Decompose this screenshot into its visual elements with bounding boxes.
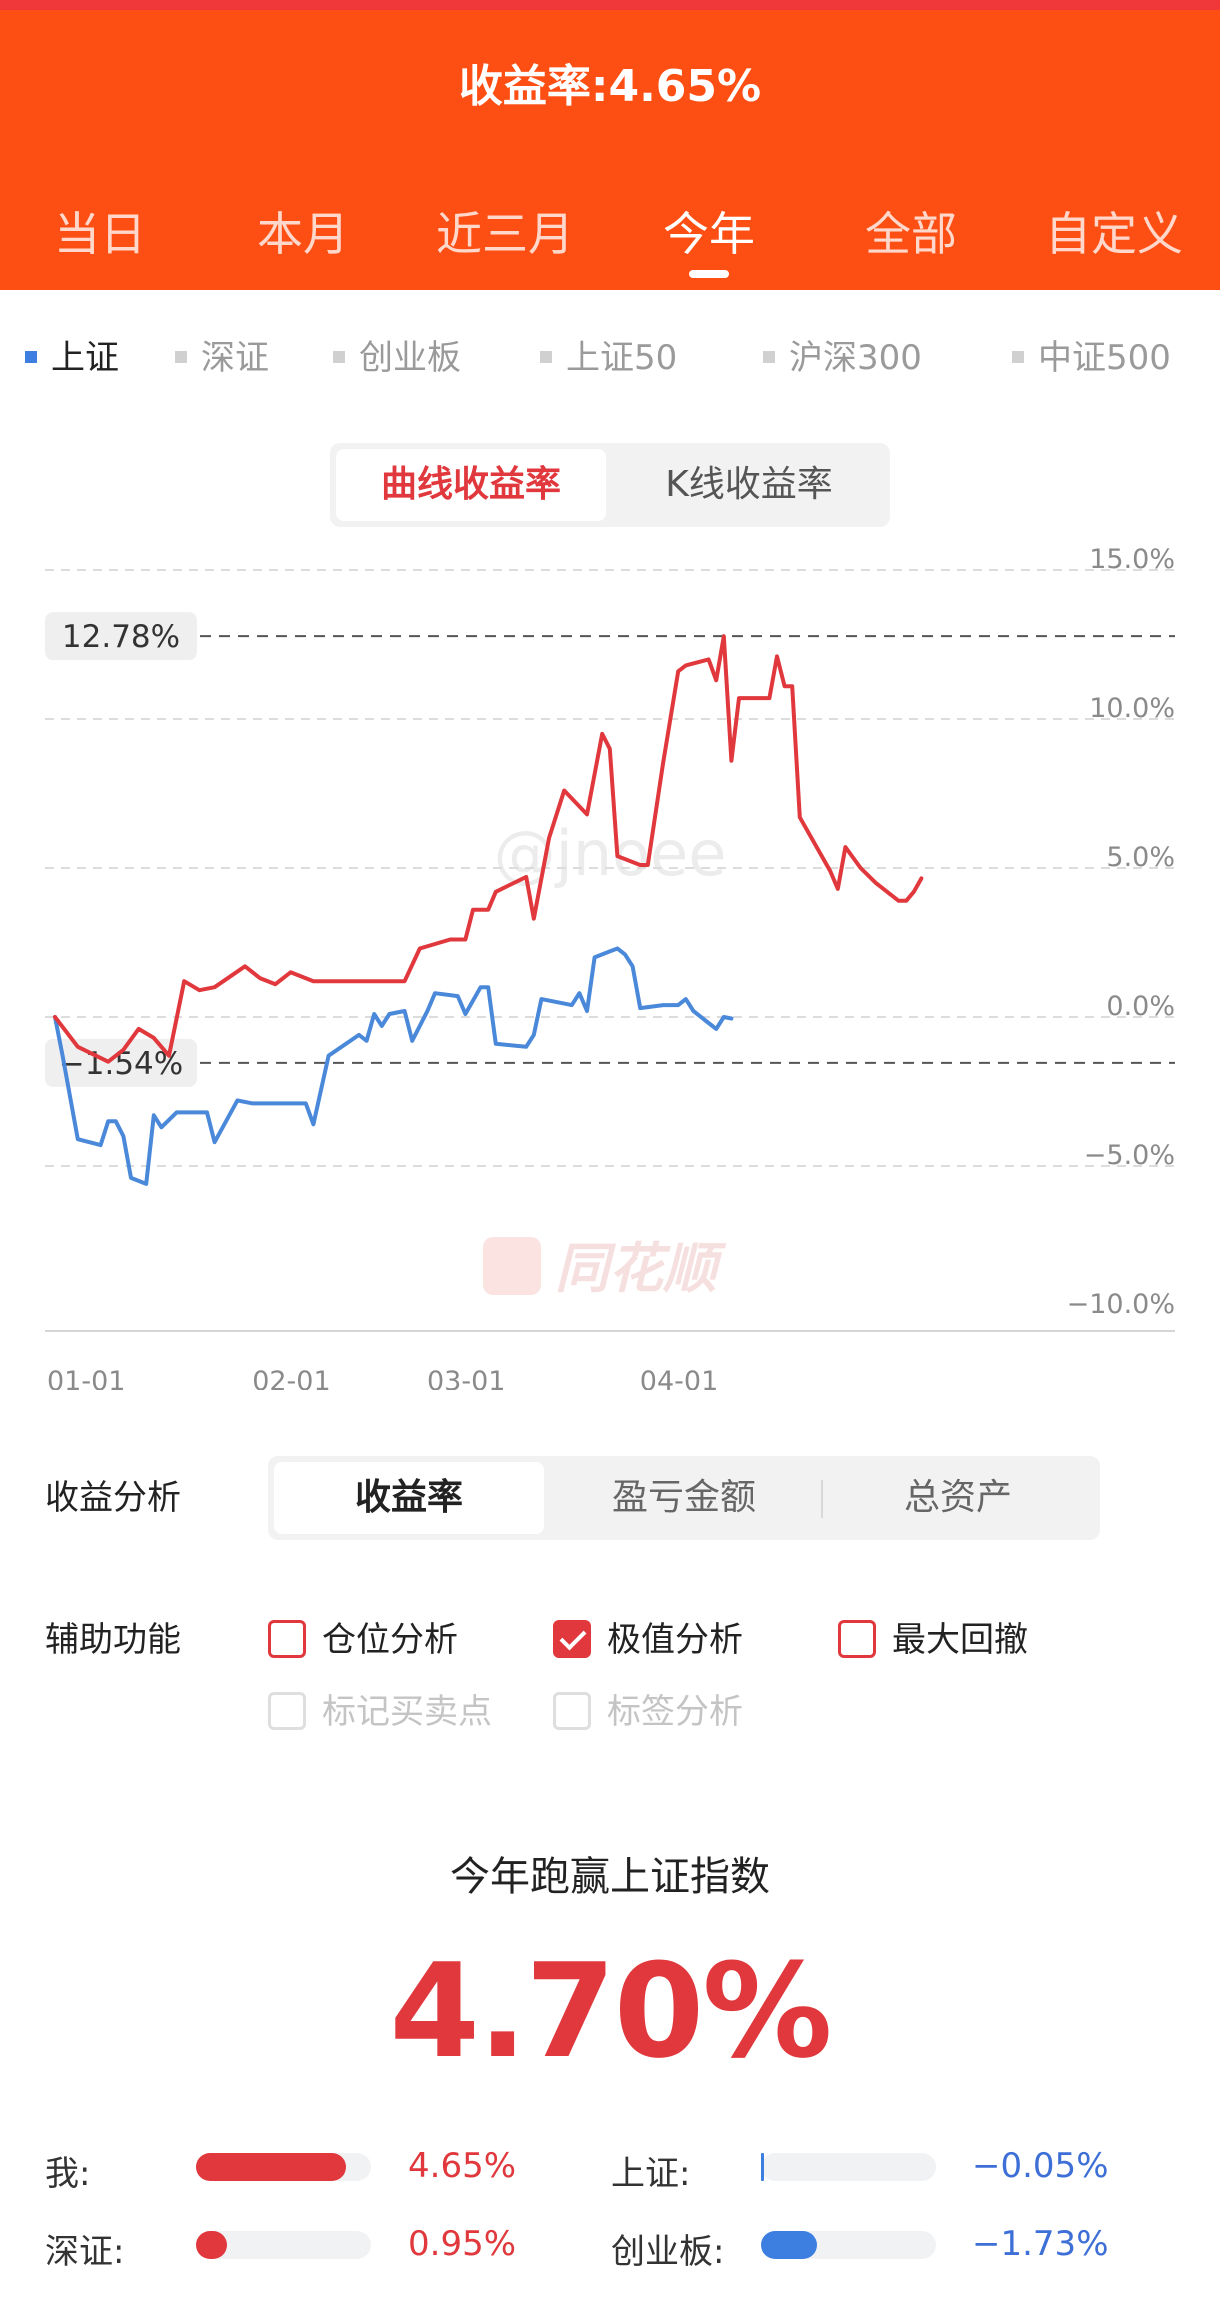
index-shanghai[interactable]: 上证 [25,330,119,379]
max-label: 12.78% [62,619,180,655]
header-bar: 收益率:4.65% 当日 本月 近三月 今年 全部 自定义 [0,0,1220,290]
tab-today[interactable]: 当日 [54,207,146,261]
y-tick-label: −10.0% [1067,1289,1175,1320]
index-chinext[interactable]: 创业板 [333,330,461,379]
y-tick-label: 10.0% [1089,693,1175,724]
tab-this-year-label: 今年 [663,207,755,261]
compare-bar-fill [196,2153,346,2181]
tab-last-three-months[interactable]: 近三月 [436,207,574,261]
checkbox-label: 最大回撤 [892,1620,1028,1660]
curve-return-option[interactable]: 曲线收益率 [336,449,606,521]
compare-bar-track [761,2153,936,2181]
checkbox-icon [268,1619,306,1658]
legend-dot-icon [25,350,37,363]
index-csi300[interactable]: 沪深300 [763,330,922,379]
seg-profit-amount[interactable]: 盈亏金额 [611,1477,756,1518]
kline-return-option[interactable]: K线收益率 [665,464,833,505]
compare-bar-fill [196,2231,227,2259]
compare-bar-fill [761,2153,764,2181]
outperform-value: 4.70% [389,1935,832,2087]
aux-label: 辅助功能 [45,1620,181,1660]
compare-value-shanghai: −0.05% [972,2146,1109,2186]
index-label: 创业板 [359,338,461,378]
my-return-line [53,634,924,1064]
mark-trades-checkbox[interactable]: 标记买卖点 [268,1684,492,1733]
legend-dot-icon [333,350,345,363]
position-analysis-checkbox[interactable]: 仓位分析 [268,1612,458,1661]
legend-dot-icon [175,350,187,363]
checkbox-icon [553,1691,591,1730]
index-csi500[interactable]: 中证500 [1012,330,1171,379]
compare-label-shenzhen: 深证: [45,2232,125,2272]
seg-divider [821,1480,823,1518]
legend-dot-icon [763,350,775,363]
compare-bar-track [196,2231,371,2259]
legend-dot-icon [540,350,552,363]
checkbox-icon [268,1691,306,1730]
max-drawdown-checkbox[interactable]: 最大回撤 [838,1612,1028,1661]
watermark-text: @jnoee [494,817,727,890]
compare-label-chinext: 创业板: [611,2232,725,2272]
compare-bar-fill [761,2231,817,2259]
y-tick-label: −5.0% [1084,1140,1175,1171]
x-tick-label: 03-01 [427,1366,505,1390]
checkbox-label: 仓位分析 [322,1620,458,1660]
tab-all[interactable]: 全部 [865,207,957,261]
index-sse50[interactable]: 上证50 [540,330,677,379]
index-label: 沪深300 [789,338,922,378]
return-chart-svg: @jnoee 同花顺 15.0% 10.0% 5.0% 0.0% −5.0% −10.0% 01… [45,544,1175,1397]
checkbox-label: 标签分析 [607,1692,743,1732]
tab-this-month[interactable]: 本月 [257,207,349,261]
index-label: 深证 [201,338,269,378]
legend-dot-icon [1012,350,1024,363]
tab-this-year[interactable]: 今年 [609,198,809,278]
checkbox-label: 极值分析 [607,1620,743,1660]
tag-analysis-checkbox[interactable]: 标签分析 [553,1684,743,1733]
compare-bar-track [196,2153,371,2181]
checkmark-icon [553,1619,591,1658]
y-tick-label: 5.0% [1106,842,1175,873]
period-tabs: 当日 本月 近三月 今年 全部 自定义 [0,198,1220,278]
index-label: 中证500 [1038,338,1171,378]
checkbox-label: 标记买卖点 [322,1692,492,1732]
compare-value-me: 4.65% [408,2146,517,2186]
index-selector: 上证 深证 创业板 上证50 沪深300 中证500 [0,330,1220,390]
x-tick-label: 02-01 [252,1366,330,1390]
shanghai-index-line [53,946,734,1186]
x-tick-label: 01-01 [47,1366,125,1390]
y-tick-label: 15.0% [1089,544,1175,575]
index-label: 上证 [51,338,119,378]
analysis-label: 收益分析 [45,1478,181,1518]
checkbox-icon [838,1619,876,1658]
watermark-brand: 同花顺 [555,1237,727,1300]
index-shenzhen[interactable]: 深证 [175,330,269,379]
extreme-analysis-checkbox[interactable]: 极值分析 [553,1612,743,1661]
compare-bar-track [761,2231,936,2259]
compare-value-shenzhen: 0.95% [408,2224,517,2264]
seg-total-assets[interactable]: 总资产 [903,1477,1012,1518]
tab-custom[interactable]: 自定义 [1045,207,1183,261]
compare-label-me: 我: [45,2154,91,2194]
active-tab-indicator [689,270,729,278]
index-label: 上证50 [566,338,678,378]
compare-label-shanghai: 上证: [611,2154,691,2194]
y-tick-label: 0.0% [1106,991,1175,1022]
analysis-segment: 收益率 盈亏金额 总资产 [268,1456,1100,1540]
return-chart: @jnoee 同花顺 15.0% 10.0% 5.0% 0.0% −5.0% −10.0% 01… [0,530,1220,1397]
chart-type-toggle: 曲线收益率 K线收益率 [330,443,890,527]
return-rate-title: 收益率:4.65% [458,61,762,112]
max-label-bg [45,612,197,661]
brand-logo-icon [483,1237,541,1295]
x-tick-label: 04-01 [640,1366,718,1390]
seg-return-rate[interactable]: 收益率 [274,1462,544,1534]
compare-value-chinext: −1.73% [972,2224,1109,2264]
outperform-title: 今年跑赢上证指数 [450,1854,770,1900]
